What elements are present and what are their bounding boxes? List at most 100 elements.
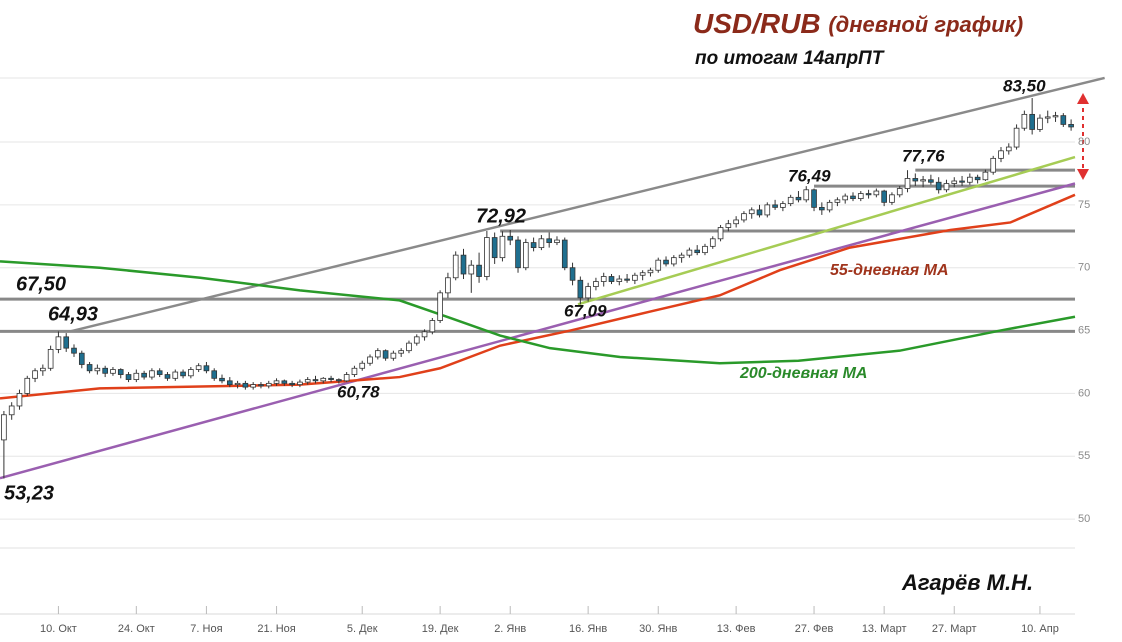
y-tick-label: 70: [1078, 262, 1090, 274]
range-arrow: [1077, 93, 1089, 180]
candle-body: [904, 178, 911, 189]
author: Агарёв М.Н.: [901, 570, 1033, 595]
candle-body: [998, 150, 1004, 159]
candle-body: [297, 381, 303, 386]
x-tick-label: 7. Ноя: [190, 623, 222, 635]
trend-line: [69, 76, 1105, 333]
candle-body: [881, 190, 887, 203]
subtitle: по итогам 14апрПТ: [695, 48, 885, 69]
x-tick-label: 10. Окт: [40, 623, 77, 635]
trend-line: [577, 155, 1076, 306]
candle-body: [367, 356, 373, 364]
candle-body: [974, 176, 981, 181]
candle-body: [406, 342, 412, 352]
candle-body: [780, 203, 786, 208]
value-annotation: 60,78: [337, 382, 380, 401]
value-annotation: 83,50: [1003, 76, 1046, 95]
value-annotation: 67,09: [564, 301, 607, 320]
candle-body: [125, 374, 132, 380]
x-tick-label: 13. Март: [862, 623, 907, 635]
candle-body: [86, 364, 93, 372]
candle-body: [748, 209, 755, 215]
candle-body: [398, 350, 404, 354]
candle-body: [772, 204, 778, 208]
candle-body: [437, 292, 443, 321]
candle-body: [226, 380, 233, 386]
candle-body: [530, 242, 537, 249]
candle-body: [686, 249, 693, 256]
candle-body: [600, 276, 607, 282]
candle-body: [102, 367, 108, 374]
candle-body: [1021, 113, 1028, 129]
candle-body: [359, 362, 366, 369]
candle-body: [47, 349, 54, 369]
x-tick-label: 21. Ноя: [257, 623, 295, 635]
candle-body: [523, 242, 529, 269]
candle-body: [203, 365, 210, 372]
candle-body: [811, 189, 817, 208]
value-annotation: 64,93: [48, 303, 98, 325]
trend-line: [0, 182, 1076, 480]
candle-body: [756, 209, 763, 216]
candle-body: [273, 380, 280, 384]
candle-body: [959, 180, 965, 183]
candle-body: [149, 370, 155, 378]
candle-body: [188, 369, 194, 377]
x-tick-label: 24. Окт: [118, 623, 155, 635]
value-annotation: 77,76: [902, 146, 945, 165]
candle-body: [499, 235, 506, 259]
y-tick-label: 75: [1078, 199, 1090, 211]
x-tick-label: 27. Фев: [795, 623, 834, 635]
candle-body: [1060, 115, 1067, 125]
candle-body: [94, 367, 101, 372]
candle-body: [1044, 116, 1051, 119]
candle-body: [78, 352, 85, 365]
y-tick-label: 65: [1078, 324, 1090, 336]
candle-body: [561, 239, 568, 269]
candle-body: [647, 269, 654, 274]
candle-body: [803, 189, 810, 201]
value-annotation: 72,92: [476, 205, 526, 227]
line-label: 55-дневная MA: [830, 262, 949, 279]
candle-body: [608, 276, 615, 282]
candle-body: [990, 157, 997, 173]
candle-body: [40, 367, 46, 372]
candle-body: [554, 239, 560, 243]
candle-body: [577, 279, 584, 299]
candle-body: [951, 180, 958, 184]
candle-body: [967, 176, 973, 183]
candle-body: [289, 382, 295, 386]
candle-body: [795, 196, 802, 201]
candle-body: [507, 235, 514, 241]
candle-body: [211, 370, 218, 379]
candle-body: [374, 350, 381, 358]
x-tick-label: 27. Март: [932, 623, 977, 635]
candle-body: [460, 254, 467, 275]
title-main: USD/RUB: [693, 8, 821, 39]
candle-body: [593, 281, 599, 287]
candle-body: [920, 179, 926, 182]
candle-body: [421, 331, 428, 338]
y-tick-label: 60: [1078, 387, 1090, 399]
candle-body: [733, 219, 739, 225]
candle-body: [943, 183, 950, 191]
candle-body: [787, 196, 794, 205]
candle-body: [429, 320, 436, 333]
candle-body: [702, 245, 708, 254]
candle-body: [515, 239, 521, 269]
candle-body: [569, 267, 576, 281]
candle-body: [826, 201, 833, 211]
candle-body: [1013, 127, 1020, 148]
candle-body: [741, 213, 747, 221]
candle-body: [63, 336, 70, 349]
candle-body: [842, 195, 849, 201]
candle-body: [624, 278, 630, 281]
candle-body: [819, 206, 825, 211]
value-annotation: 67,50: [16, 273, 66, 295]
candle-body: [491, 237, 498, 259]
candle-body: [320, 377, 327, 382]
candle-body: [476, 264, 482, 277]
title-note: (дневной график): [828, 12, 1023, 37]
x-tick-label: 13. Фев: [717, 623, 756, 635]
candle-body: [55, 336, 62, 350]
